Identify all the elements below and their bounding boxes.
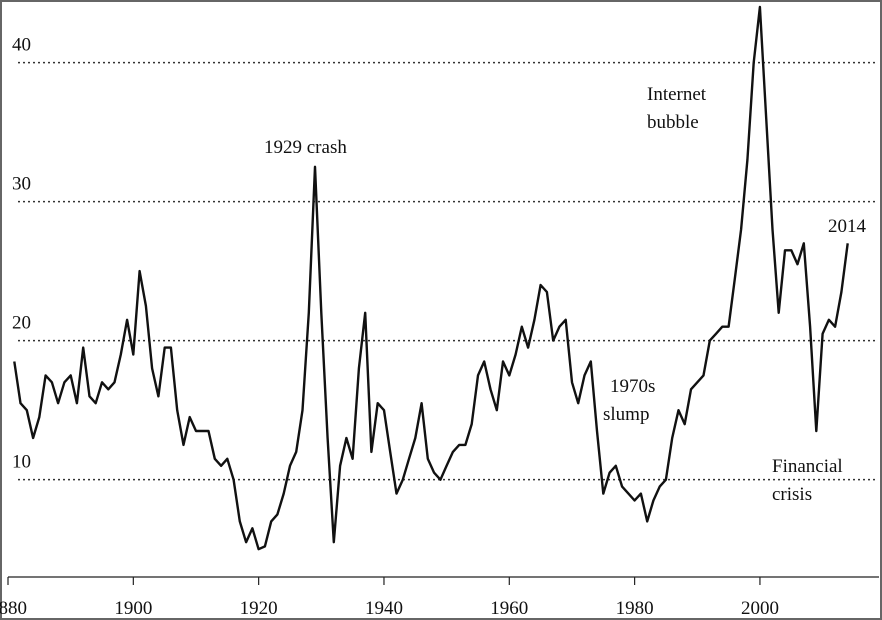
annotation-text: slump	[603, 404, 649, 425]
annotation-text: bubble	[647, 112, 699, 133]
x-tick-label: 2000	[741, 598, 779, 619]
y-tick-label: 40	[12, 35, 31, 56]
x-tick-label: 1900	[114, 598, 152, 619]
annotation-text: 1929 crash	[264, 137, 347, 158]
annotation-text: Financial	[772, 456, 843, 477]
x-tick-label: 1880	[0, 598, 27, 619]
x-tick-label: 1980	[616, 598, 654, 619]
y-tick-label: 20	[12, 313, 31, 334]
annotation-text: 2014	[828, 216, 867, 237]
annotation-text: Internet	[647, 84, 707, 105]
y-tick-label: 30	[12, 174, 31, 195]
x-tick-label: 1960	[490, 598, 528, 619]
annotation: 1929 crash Internet bubble 1970s slump F…	[264, 84, 867, 505]
y-tick-label: 10	[12, 452, 31, 473]
annotation-text: crisis	[772, 484, 812, 505]
x-tick-label: 1940	[365, 598, 403, 619]
x-tick-label: 1920	[240, 598, 278, 619]
annotation-text: 1970s	[610, 376, 655, 397]
data-line	[13, 5, 849, 551]
